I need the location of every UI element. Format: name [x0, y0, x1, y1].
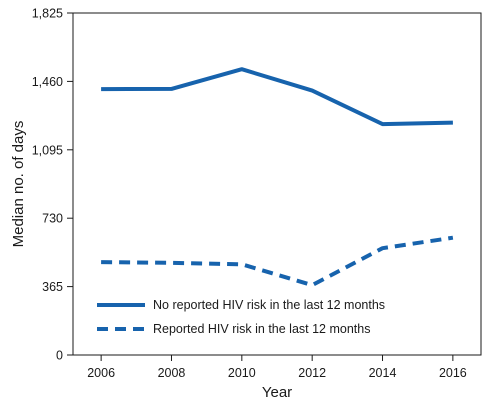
y-axis-ticks: 0 365 730 1,095 1,460 1,825 — [32, 7, 73, 363]
y-tick-label: 1,825 — [32, 7, 63, 21]
series-line-no-reported-risk — [101, 67, 453, 127]
x-tick-label: 2016 — [439, 366, 467, 380]
y-tick-label: 730 — [42, 212, 63, 226]
x-tick-label: 2006 — [87, 366, 115, 380]
x-tick-label: 2014 — [369, 366, 397, 380]
y-tick-label: 365 — [42, 280, 63, 294]
x-tick-label: 2008 — [158, 366, 186, 380]
y-tick-label: 0 — [56, 349, 63, 363]
y-axis-title: Median no. of days — [10, 121, 27, 248]
series-layer — [101, 67, 454, 288]
legend-label-no-risk: No reported HIV risk in the last 12 mont… — [153, 298, 385, 312]
y-tick-label: 1,460 — [32, 75, 63, 89]
y-tick-label: 1,095 — [32, 143, 63, 157]
x-tick-label: 2010 — [228, 366, 256, 380]
plot-frame — [72, 12, 482, 356]
legend-label-risk: Reported HIV risk in the last 12 months — [153, 322, 370, 336]
x-axis-title: Year — [262, 384, 292, 401]
legend: No reported HIV risk in the last 12 mont… — [97, 298, 385, 336]
x-tick-label: 2012 — [298, 366, 326, 380]
series-line-reported-risk — [101, 235, 454, 288]
x-axis-ticks: 2006 2008 2010 2012 2014 2016 — [87, 355, 467, 380]
